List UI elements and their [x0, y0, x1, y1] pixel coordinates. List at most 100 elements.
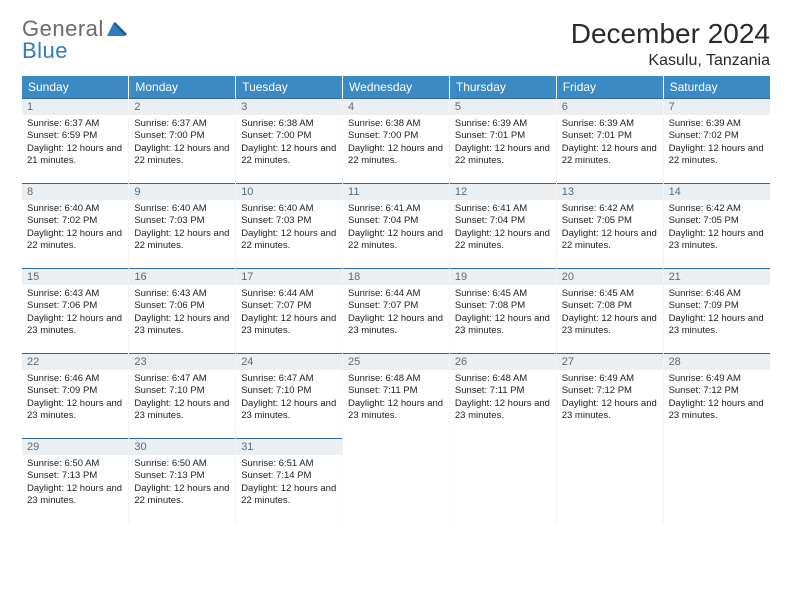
day-number: 30	[129, 439, 235, 455]
day-details: Sunrise: 6:37 AMSunset: 6:59 PMDaylight:…	[22, 115, 128, 171]
day-number: 2	[129, 99, 235, 115]
day-number: 22	[22, 354, 128, 370]
calendar-cell: 14Sunrise: 6:42 AMSunset: 7:05 PMDayligh…	[663, 184, 770, 269]
calendar-row: 15Sunrise: 6:43 AMSunset: 7:06 PMDayligh…	[22, 269, 770, 354]
weekday-header: Thursday	[449, 76, 556, 99]
calendar-cell: 2Sunrise: 6:37 AMSunset: 7:00 PMDaylight…	[129, 99, 236, 184]
day-number: 17	[236, 269, 342, 285]
day-details: Sunrise: 6:37 AMSunset: 7:00 PMDaylight:…	[129, 115, 235, 171]
calendar-cell: 30Sunrise: 6:50 AMSunset: 7:13 PMDayligh…	[129, 439, 236, 524]
day-number: 29	[22, 439, 128, 455]
day-number: 18	[343, 269, 449, 285]
day-number: 21	[664, 269, 770, 285]
calendar-cell: 19Sunrise: 6:45 AMSunset: 7:08 PMDayligh…	[449, 269, 556, 354]
day-details: Sunrise: 6:46 AMSunset: 7:09 PMDaylight:…	[22, 370, 128, 426]
calendar-cell	[449, 439, 556, 524]
logo-text-2: Blue	[22, 40, 127, 62]
calendar-cell: 4Sunrise: 6:38 AMSunset: 7:00 PMDaylight…	[343, 99, 450, 184]
day-details: Sunrise: 6:44 AMSunset: 7:07 PMDaylight:…	[236, 285, 342, 341]
day-number: 10	[236, 184, 342, 200]
day-details: Sunrise: 6:41 AMSunset: 7:04 PMDaylight:…	[343, 200, 449, 256]
calendar-cell	[556, 439, 663, 524]
calendar-body: 1Sunrise: 6:37 AMSunset: 6:59 PMDaylight…	[22, 99, 770, 524]
day-details: Sunrise: 6:46 AMSunset: 7:09 PMDaylight:…	[664, 285, 770, 341]
calendar-cell: 3Sunrise: 6:38 AMSunset: 7:00 PMDaylight…	[236, 99, 343, 184]
calendar-cell: 26Sunrise: 6:48 AMSunset: 7:11 PMDayligh…	[449, 354, 556, 439]
day-number: 7	[664, 99, 770, 115]
calendar-cell: 7Sunrise: 6:39 AMSunset: 7:02 PMDaylight…	[663, 99, 770, 184]
day-details: Sunrise: 6:42 AMSunset: 7:05 PMDaylight:…	[664, 200, 770, 256]
calendar-cell: 23Sunrise: 6:47 AMSunset: 7:10 PMDayligh…	[129, 354, 236, 439]
weekday-header-row: SundayMondayTuesdayWednesdayThursdayFrid…	[22, 76, 770, 99]
calendar-row: 22Sunrise: 6:46 AMSunset: 7:09 PMDayligh…	[22, 354, 770, 439]
day-details: Sunrise: 6:43 AMSunset: 7:06 PMDaylight:…	[22, 285, 128, 341]
day-number: 31	[236, 439, 342, 455]
weekday-header: Friday	[556, 76, 663, 99]
calendar-cell: 20Sunrise: 6:45 AMSunset: 7:08 PMDayligh…	[556, 269, 663, 354]
calendar-cell: 6Sunrise: 6:39 AMSunset: 7:01 PMDaylight…	[556, 99, 663, 184]
day-number: 24	[236, 354, 342, 370]
day-number: 20	[557, 269, 663, 285]
day-number: 11	[343, 184, 449, 200]
day-number: 4	[343, 99, 449, 115]
calendar-cell: 10Sunrise: 6:40 AMSunset: 7:03 PMDayligh…	[236, 184, 343, 269]
weekday-header: Tuesday	[236, 76, 343, 99]
day-details: Sunrise: 6:50 AMSunset: 7:13 PMDaylight:…	[22, 455, 128, 511]
day-details: Sunrise: 6:38 AMSunset: 7:00 PMDaylight:…	[343, 115, 449, 171]
day-number: 5	[450, 99, 556, 115]
weekday-header: Monday	[129, 76, 236, 99]
day-number: 28	[664, 354, 770, 370]
calendar-cell: 25Sunrise: 6:48 AMSunset: 7:11 PMDayligh…	[343, 354, 450, 439]
day-details: Sunrise: 6:48 AMSunset: 7:11 PMDaylight:…	[343, 370, 449, 426]
calendar-cell: 9Sunrise: 6:40 AMSunset: 7:03 PMDaylight…	[129, 184, 236, 269]
calendar-row: 8Sunrise: 6:40 AMSunset: 7:02 PMDaylight…	[22, 184, 770, 269]
calendar-row: 1Sunrise: 6:37 AMSunset: 6:59 PMDaylight…	[22, 99, 770, 184]
month-title: December 2024	[571, 18, 770, 50]
calendar-cell: 22Sunrise: 6:46 AMSunset: 7:09 PMDayligh…	[22, 354, 129, 439]
location-label: Kasulu, Tanzania	[571, 52, 770, 70]
day-details: Sunrise: 6:39 AMSunset: 7:01 PMDaylight:…	[557, 115, 663, 171]
day-details: Sunrise: 6:51 AMSunset: 7:14 PMDaylight:…	[236, 455, 342, 511]
day-number: 15	[22, 269, 128, 285]
day-details: Sunrise: 6:48 AMSunset: 7:11 PMDaylight:…	[450, 370, 556, 426]
day-details: Sunrise: 6:42 AMSunset: 7:05 PMDaylight:…	[557, 200, 663, 256]
day-details: Sunrise: 6:44 AMSunset: 7:07 PMDaylight:…	[343, 285, 449, 341]
calendar-cell: 18Sunrise: 6:44 AMSunset: 7:07 PMDayligh…	[343, 269, 450, 354]
weekday-header: Saturday	[663, 76, 770, 99]
day-details: Sunrise: 6:40 AMSunset: 7:02 PMDaylight:…	[22, 200, 128, 256]
day-details: Sunrise: 6:50 AMSunset: 7:13 PMDaylight:…	[129, 455, 235, 511]
calendar-cell: 21Sunrise: 6:46 AMSunset: 7:09 PMDayligh…	[663, 269, 770, 354]
day-number: 9	[129, 184, 235, 200]
brand-logo: GeneralBlue	[22, 18, 127, 62]
calendar-cell: 13Sunrise: 6:42 AMSunset: 7:05 PMDayligh…	[556, 184, 663, 269]
day-details: Sunrise: 6:49 AMSunset: 7:12 PMDaylight:…	[557, 370, 663, 426]
calendar-cell: 27Sunrise: 6:49 AMSunset: 7:12 PMDayligh…	[556, 354, 663, 439]
day-details: Sunrise: 6:38 AMSunset: 7:00 PMDaylight:…	[236, 115, 342, 171]
weekday-header: Wednesday	[343, 76, 450, 99]
day-number: 13	[557, 184, 663, 200]
day-details: Sunrise: 6:40 AMSunset: 7:03 PMDaylight:…	[129, 200, 235, 256]
calendar-cell: 15Sunrise: 6:43 AMSunset: 7:06 PMDayligh…	[22, 269, 129, 354]
day-details: Sunrise: 6:39 AMSunset: 7:01 PMDaylight:…	[450, 115, 556, 171]
calendar-cell: 12Sunrise: 6:41 AMSunset: 7:04 PMDayligh…	[449, 184, 556, 269]
day-details: Sunrise: 6:40 AMSunset: 7:03 PMDaylight:…	[236, 200, 342, 256]
header: GeneralBlue December 2024 Kasulu, Tanzan…	[22, 18, 770, 70]
day-number: 12	[450, 184, 556, 200]
day-details: Sunrise: 6:47 AMSunset: 7:10 PMDaylight:…	[129, 370, 235, 426]
day-number: 23	[129, 354, 235, 370]
calendar-cell: 17Sunrise: 6:44 AMSunset: 7:07 PMDayligh…	[236, 269, 343, 354]
day-details: Sunrise: 6:41 AMSunset: 7:04 PMDaylight:…	[450, 200, 556, 256]
day-number: 1	[22, 99, 128, 115]
day-number: 16	[129, 269, 235, 285]
day-details: Sunrise: 6:45 AMSunset: 7:08 PMDaylight:…	[450, 285, 556, 341]
logo-text-1: General	[22, 18, 104, 40]
day-number: 3	[236, 99, 342, 115]
day-details: Sunrise: 6:45 AMSunset: 7:08 PMDaylight:…	[557, 285, 663, 341]
calendar-cell: 16Sunrise: 6:43 AMSunset: 7:06 PMDayligh…	[129, 269, 236, 354]
day-number: 26	[450, 354, 556, 370]
calendar-cell: 1Sunrise: 6:37 AMSunset: 6:59 PMDaylight…	[22, 99, 129, 184]
logo-mark-icon	[107, 18, 127, 40]
calendar-cell: 8Sunrise: 6:40 AMSunset: 7:02 PMDaylight…	[22, 184, 129, 269]
day-details: Sunrise: 6:39 AMSunset: 7:02 PMDaylight:…	[664, 115, 770, 171]
calendar-cell	[663, 439, 770, 524]
